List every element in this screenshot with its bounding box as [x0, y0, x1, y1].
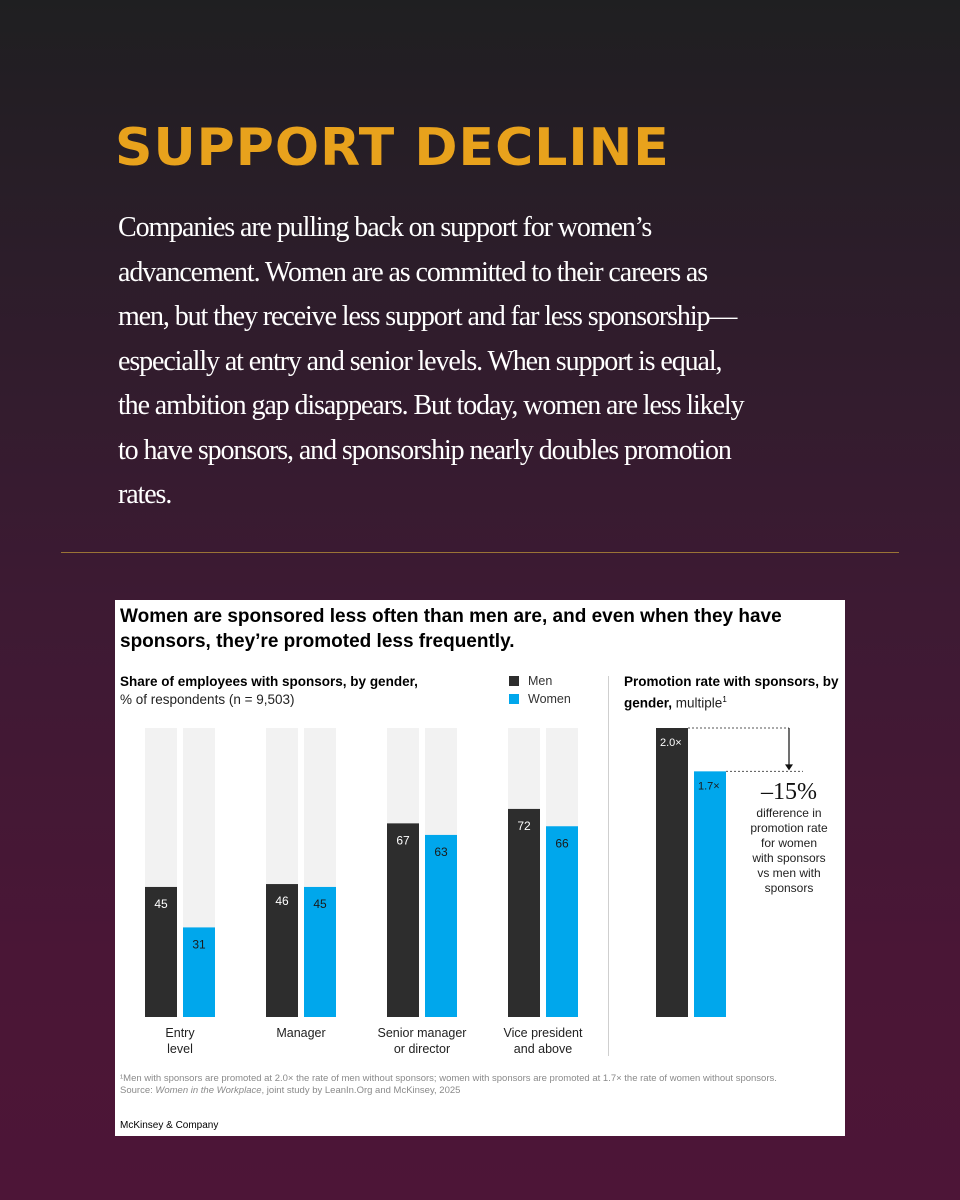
annotation-value: –15%: [760, 779, 817, 805]
footnote-text: ¹Men with sponsors are promoted at 2.0× …: [120, 1073, 777, 1084]
bar-women: [304, 886, 336, 1017]
source-rest: , joint study by LeanIn.Org and McKinsey…: [261, 1085, 461, 1096]
category-label: Manager: [276, 1026, 325, 1040]
source-label: Source:: [120, 1085, 156, 1096]
chart-card: Women are sponsored less often than men …: [115, 600, 845, 1136]
bar-value-label: 66: [555, 836, 569, 850]
bar-value-label: 31: [192, 937, 206, 951]
promotion-chart-title: Promotion rate with sponsors, by gender,: [624, 674, 839, 711]
annotation-text: sponsors: [765, 881, 814, 895]
bar-value-label: 67: [396, 833, 410, 847]
bar-men: [508, 808, 540, 1017]
promotion-chart-subtitle: Promotion rate with sponsors, by gender,…: [624, 673, 844, 713]
annotation-text: for women: [761, 836, 817, 850]
bar-women: [546, 826, 578, 1017]
bar-value-label: 46: [275, 894, 289, 908]
chart-plot-area: 45 31 Entry level 46 45 Manager 67 63 Senior mana…: [145, 727, 828, 1056]
category-label: Entry: [165, 1026, 195, 1040]
promotion-chart-unit: multiple: [675, 695, 723, 711]
bar-men: [387, 823, 419, 1017]
annotation-text: with sponsors: [751, 851, 825, 865]
legend-women: Women: [509, 692, 571, 706]
bar-men: [145, 886, 177, 1017]
legend-men: Men: [509, 674, 552, 688]
divider: [61, 552, 899, 553]
bar-women: [183, 927, 215, 1017]
sponsors-chart-title: Share of employees with sponsors, by gen…: [120, 674, 418, 689]
category-label: level: [167, 1042, 193, 1056]
promo-bar-women: [694, 771, 726, 1017]
headline: SUPPORT DECLINE: [115, 118, 670, 178]
promo-bar-men: [656, 728, 688, 1017]
arrow-head: [785, 764, 793, 771]
legend-men-swatch: [509, 676, 519, 686]
legend-women-label: Women: [528, 692, 571, 706]
bar-men: [266, 884, 298, 1017]
category-label: Senior manager: [378, 1026, 467, 1040]
category-label: Vice president: [504, 1026, 584, 1040]
footnote: ¹Men with sponsors are promoted at 2.0× …: [120, 1073, 840, 1097]
legend-men-label: Men: [528, 674, 553, 688]
chart-card-title: Women are sponsored less often than men …: [120, 606, 782, 652]
category-label: and above: [514, 1042, 572, 1056]
source-title: Women in the Workplace: [155, 1085, 262, 1096]
sponsors-chart-subtitle: Share of employees with sponsors, by gen…: [120, 673, 418, 709]
bar-value-label: 45: [313, 897, 327, 911]
annotation-text: difference in: [756, 806, 821, 820]
panel-separator: [608, 676, 609, 1056]
annotation-text: promotion rate: [750, 821, 828, 835]
bar-value-label: 45: [154, 897, 168, 911]
category-label: or director: [394, 1042, 450, 1056]
promotion-chart-footnote-mark: 1: [722, 695, 727, 704]
intro-paragraph: Companies are pulling back on support fo…: [118, 212, 745, 510]
bar-women: [425, 834, 457, 1017]
sponsors-chart-unit: % of respondents (n = 9,503): [120, 692, 295, 707]
promo-bar-label: 2.0×: [660, 737, 682, 749]
promo-bar-label: 1.7×: [698, 780, 720, 792]
legend-women-swatch: [509, 694, 519, 704]
annotation-text: vs men with: [757, 866, 820, 880]
bar-value-label: 72: [517, 819, 531, 833]
bar-value-label: 63: [434, 845, 448, 859]
brand-mark: McKinsey & Company: [120, 1120, 219, 1131]
